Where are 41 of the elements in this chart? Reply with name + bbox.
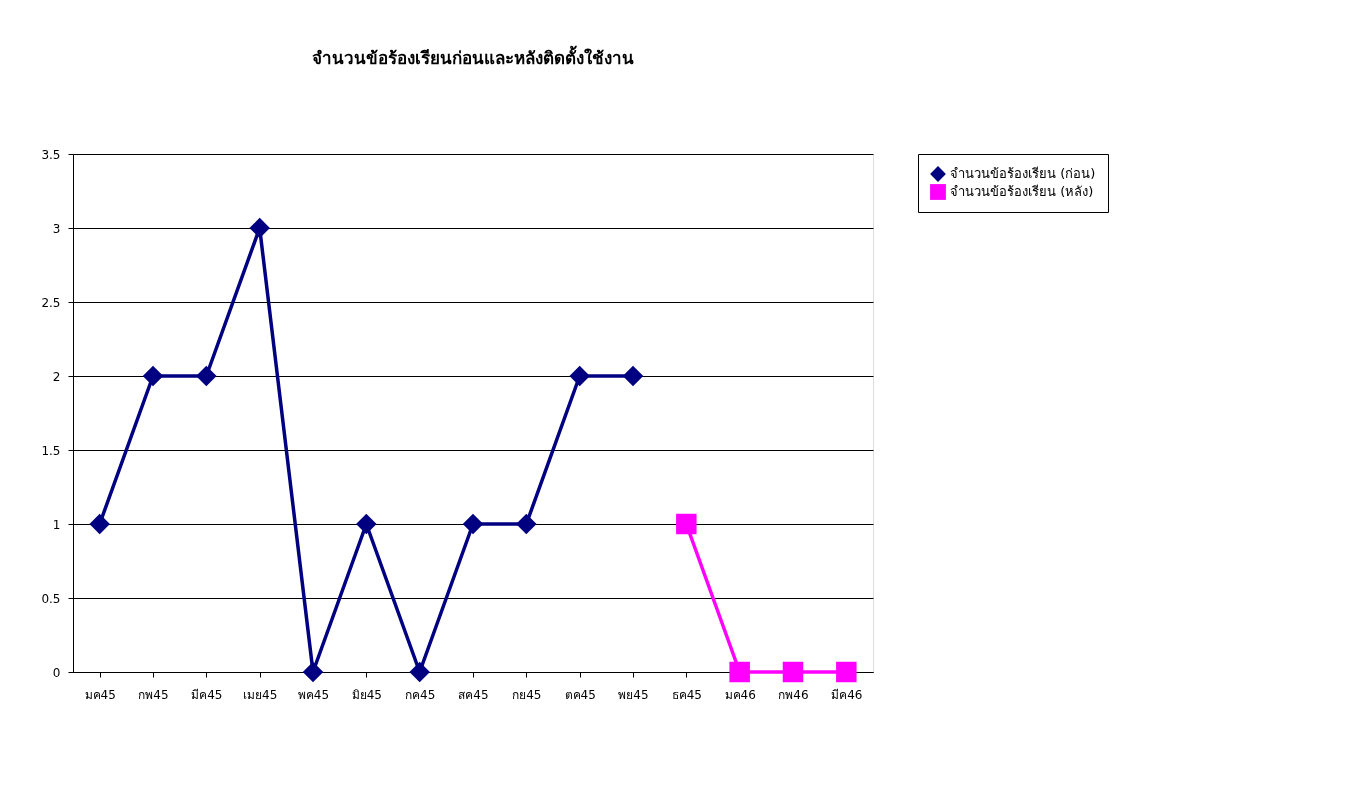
legend-label: จำนวนข้อร้องเรียน (ก่อน) xyxy=(950,166,1096,181)
point xyxy=(142,365,164,387)
x-tick-label: มีค45 xyxy=(191,687,223,702)
x-tick-label: มค45 xyxy=(84,687,116,702)
x-tick-label: ตค45 xyxy=(564,687,596,702)
point xyxy=(622,365,644,387)
x-tick-label: สค45 xyxy=(458,687,489,702)
x-tick-label: กค45 xyxy=(405,687,436,702)
point xyxy=(356,513,377,535)
x-tick-label: มิย45 xyxy=(351,687,382,702)
y-tick-label: 2 xyxy=(52,369,61,384)
point xyxy=(249,217,270,239)
point xyxy=(569,365,590,387)
x-tick-label: กพ46 xyxy=(778,687,809,702)
y-tick-label: 3.5 xyxy=(41,147,61,162)
chart-title: จำนวนข้อร้องเรียนก่อนและหลังติดตั้งใช้งาน xyxy=(312,45,634,68)
y-tick-label: 1.5 xyxy=(41,443,61,458)
point xyxy=(729,661,750,683)
x-tick-label: กพ45 xyxy=(138,687,169,702)
point xyxy=(196,365,217,387)
point xyxy=(89,513,110,535)
x-tick-label: เมย45 xyxy=(243,687,278,702)
x-tick-label: กย45 xyxy=(512,687,542,702)
point xyxy=(782,661,804,683)
x-tick-label: พค45 xyxy=(297,687,330,702)
x-tick-label: พย45 xyxy=(618,687,649,702)
y-tick-label: 2.5 xyxy=(41,295,61,310)
x-tick-label: มีค46 xyxy=(831,687,863,702)
point xyxy=(516,513,537,535)
point xyxy=(836,661,857,683)
y-tick-label: 1 xyxy=(52,517,61,532)
point xyxy=(676,513,697,535)
x-tick-label: ธค45 xyxy=(671,687,702,702)
x-tick-label: มค46 xyxy=(724,687,756,702)
legend-label: จำนวนข้อร้องเรียน (หลัง) xyxy=(950,184,1094,199)
point xyxy=(409,661,430,683)
y-tick-label: 3 xyxy=(52,221,61,236)
point xyxy=(462,513,484,535)
y-tick-label: 0 xyxy=(52,665,61,680)
point xyxy=(302,661,324,683)
y-tick-label: 0.5 xyxy=(41,591,61,606)
